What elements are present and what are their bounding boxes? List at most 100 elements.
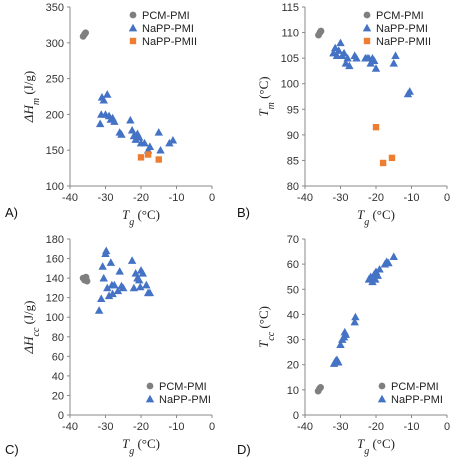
- data-point: [129, 283, 139, 292]
- y-tick-label: 200: [46, 109, 64, 121]
- x-tick-label: -40: [62, 192, 78, 204]
- data-point: [341, 330, 351, 338]
- legend-marker: [146, 382, 154, 390]
- x-axis-label: Tg (°C): [122, 207, 160, 228]
- data-point: [104, 291, 114, 300]
- legend-label: NaPP-PMI: [142, 23, 194, 35]
- x-tick-label: -40: [62, 421, 78, 433]
- y-tick-label: 60: [287, 259, 299, 271]
- data-point: [336, 38, 345, 47]
- x-tick-label: -10: [404, 192, 420, 204]
- data-point: [127, 125, 137, 134]
- x-tick-label: -30: [98, 421, 114, 433]
- data-point: [343, 53, 352, 62]
- data-point: [144, 151, 152, 158]
- data-point: [115, 267, 124, 275]
- data-point: [142, 280, 151, 289]
- data-point: [136, 282, 145, 291]
- y-tick-label: 100: [46, 181, 64, 193]
- y-tick-label: 20: [52, 390, 64, 402]
- y-axis-label: Tm (°C): [256, 76, 277, 116]
- y-tick-label: 105: [281, 53, 299, 65]
- data-point: [334, 358, 343, 366]
- data-point: [103, 283, 112, 292]
- y-axis-label: ΔHm (J/g): [21, 71, 42, 123]
- data-point: [138, 269, 147, 277]
- data-point: [155, 156, 162, 163]
- data-point: [366, 59, 375, 67]
- data-point: [102, 246, 111, 255]
- x-tick-label: -20: [133, 421, 149, 433]
- data-point: [350, 317, 359, 326]
- data-point: [391, 51, 400, 59]
- data-point: [145, 142, 155, 150]
- data-point: [94, 306, 104, 314]
- data-point: [339, 48, 349, 57]
- data-point: [131, 135, 140, 143]
- x-tick-label: -10: [169, 421, 185, 433]
- y-tick-label: 0: [58, 410, 64, 422]
- data-point: [332, 51, 342, 59]
- data-point: [113, 286, 123, 295]
- y-tick-label: 160: [46, 254, 64, 266]
- legend-label: NaPP-PMI: [376, 23, 428, 35]
- x-tick-label: -20: [368, 421, 384, 433]
- panel-label: C): [5, 442, 19, 457]
- legend-marker: [363, 37, 371, 45]
- y-tick-label: 100: [281, 79, 299, 91]
- legend-label: PCM-PMI: [391, 381, 439, 393]
- y-tick-label: 60: [52, 351, 64, 363]
- x-tick-label: -30: [333, 192, 349, 204]
- y-tick-label: 350: [46, 2, 64, 14]
- data-point: [375, 264, 384, 273]
- y-tick-label: 0: [293, 410, 299, 422]
- legend-label: NaPP-PMI: [391, 394, 443, 406]
- x-tick-label: -10: [169, 192, 185, 204]
- y-tick-label: 140: [46, 273, 64, 285]
- y-tick-label: 110: [281, 28, 299, 40]
- y-tick-label: 30: [287, 335, 299, 347]
- legend-marker: [128, 23, 138, 32]
- data-point: [127, 256, 137, 264]
- data-point: [345, 61, 354, 70]
- data-point: [352, 53, 361, 62]
- data-point: [137, 154, 145, 161]
- data-point: [135, 133, 144, 141]
- x-tick-label: -30: [98, 192, 114, 204]
- x-tick-label: 0: [209, 192, 215, 204]
- x-tick-label: -30: [333, 421, 349, 433]
- panel-label: A): [5, 205, 18, 220]
- legend-marker: [363, 11, 371, 19]
- y-tick-label: 250: [46, 74, 64, 86]
- x-tick-label: -20: [368, 192, 384, 204]
- data-point: [372, 123, 380, 131]
- legend-marker: [378, 382, 386, 390]
- data-point: [99, 95, 108, 104]
- y-tick-label: 90: [287, 130, 299, 142]
- y-tick-label: 180: [46, 234, 64, 246]
- x-tick-label: 0: [209, 421, 215, 433]
- data-point: [140, 138, 149, 147]
- legend-label: NaPP-PMII: [142, 36, 197, 48]
- data-point: [110, 117, 119, 125]
- y-tick-label: 80: [52, 332, 64, 344]
- data-point: [83, 277, 91, 285]
- data-point: [126, 115, 135, 124]
- data-point: [168, 135, 178, 144]
- data-point: [95, 119, 105, 128]
- data-point: [82, 29, 90, 37]
- data-point: [334, 46, 343, 54]
- data-point: [106, 258, 116, 266]
- data-point: [103, 90, 112, 98]
- y-tick-label: 10: [287, 385, 299, 397]
- data-point: [117, 130, 126, 138]
- data-point: [351, 312, 360, 321]
- data-point: [317, 383, 325, 391]
- y-tick-label: 85: [287, 155, 299, 167]
- y-tick-label: 50: [287, 284, 299, 296]
- data-point: [379, 159, 387, 167]
- y-tick-label: 120: [46, 293, 64, 305]
- data-point: [388, 154, 396, 162]
- y-axis-label: ΔHcc (J/g): [21, 300, 42, 354]
